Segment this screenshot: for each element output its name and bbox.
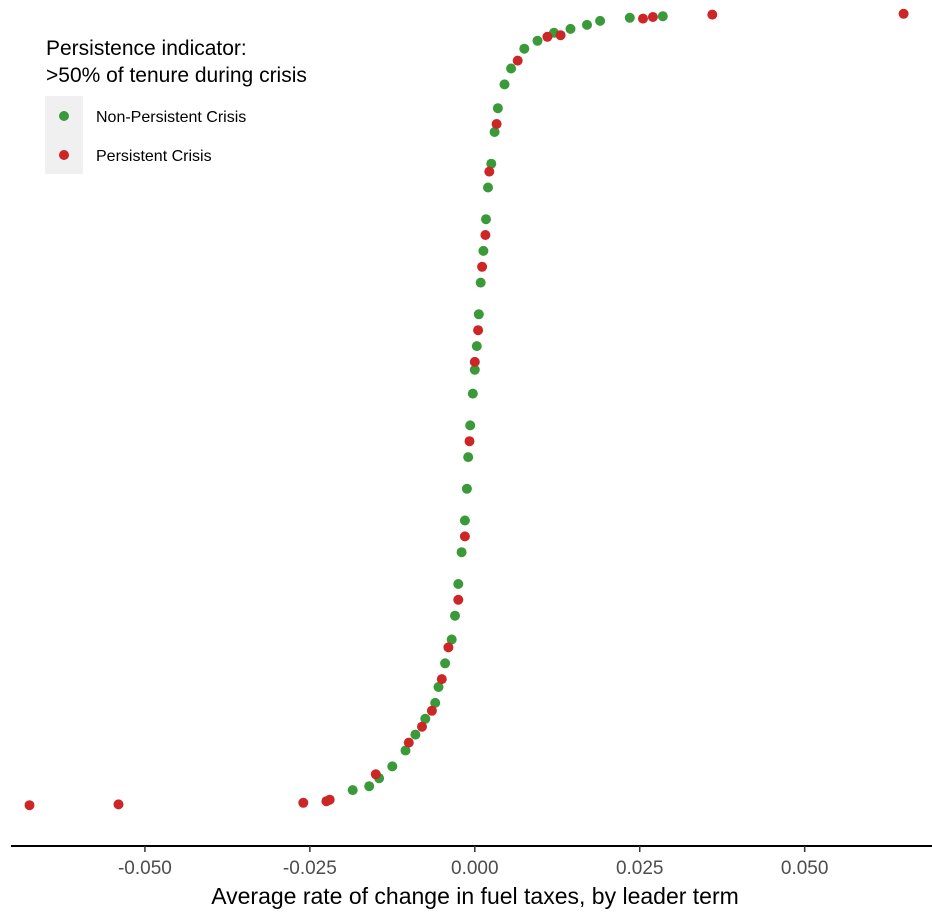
point-non-persistent-crisis [499, 79, 510, 90]
data-points [24, 8, 909, 811]
point-non-persistent-crisis [400, 745, 411, 756]
point-non-persistent-crisis [459, 515, 470, 526]
point-non-persistent-crisis [475, 277, 486, 288]
point-persistent-crisis [555, 30, 566, 41]
point-non-persistent-crisis [465, 420, 476, 431]
point-non-persistent-crisis [582, 19, 592, 30]
point-persistent-crisis [436, 674, 447, 685]
point-persistent-crisis [647, 12, 658, 22]
point-persistent-crisis [469, 356, 480, 367]
point-non-persistent-crisis [492, 103, 503, 114]
point-non-persistent-crisis [489, 127, 500, 137]
point-persistent-crisis [707, 9, 718, 20]
point-non-persistent-crisis [453, 579, 464, 589]
point-non-persistent-crisis [532, 35, 543, 46]
point-persistent-crisis [459, 531, 470, 542]
point-non-persistent-crisis [430, 697, 441, 708]
point-non-persistent-crisis [471, 341, 482, 352]
legend-title-line-1: Persistence indicator: [46, 37, 247, 60]
legend-label-non-persistent: Non-Persistent Crisis [96, 109, 246, 126]
point-non-persistent-crisis [364, 781, 375, 792]
x-axis-ticks: -0.050 -0.025 0.000 0.025 0.050 [118, 846, 828, 879]
legend-label-persistent: Persistent Crisis [96, 148, 212, 165]
point-persistent-crisis [403, 737, 414, 748]
point-persistent-crisis [417, 721, 427, 732]
point-persistent-crisis [453, 594, 464, 605]
point-persistent-crisis [638, 13, 648, 24]
point-persistent-crisis [491, 119, 502, 129]
point-non-persistent-crisis [483, 182, 493, 193]
legend-title-line-2: >50% of tenure during crisis [46, 64, 307, 87]
x-tick-label: -0.025 [283, 858, 337, 879]
point-persistent-crisis [443, 642, 454, 653]
point-non-persistent-crisis [463, 452, 474, 463]
point-persistent-crisis [477, 261, 488, 272]
point-non-persistent-crisis [478, 245, 489, 256]
point-non-persistent-crisis [456, 547, 467, 558]
point-non-persistent-crisis [446, 634, 457, 645]
point-non-persistent-crisis [486, 158, 497, 169]
legend-key-non-persistent [59, 111, 69, 121]
point-persistent-crisis [484, 166, 495, 177]
point-non-persistent-crisis [595, 15, 606, 26]
point-non-persistent-crisis [467, 388, 478, 399]
point-persistent-crisis [24, 800, 35, 811]
point-persistent-crisis [512, 55, 523, 66]
point-persistent-crisis [113, 799, 124, 810]
point-non-persistent-crisis [461, 483, 472, 494]
point-non-persistent-crisis [347, 785, 358, 796]
point-persistent-crisis [473, 325, 484, 336]
point-non-persistent-crisis [481, 214, 491, 225]
point-persistent-crisis [324, 794, 335, 805]
point-non-persistent-crisis [519, 43, 530, 54]
x-tick-label: 0.025 [616, 858, 664, 879]
point-persistent-crisis [480, 230, 491, 240]
point-non-persistent-crisis [506, 63, 517, 74]
legend-key-background [45, 96, 83, 174]
point-persistent-crisis [898, 8, 909, 19]
point-persistent-crisis [464, 436, 475, 447]
x-tick-label: 0.000 [451, 858, 499, 879]
legend-key-persistent [59, 150, 69, 160]
point-non-persistent-crisis [565, 23, 576, 34]
point-non-persistent-crisis [440, 658, 451, 669]
point-non-persistent-crisis [450, 610, 460, 621]
point-non-persistent-crisis [387, 761, 398, 772]
point-persistent-crisis [370, 769, 381, 780]
point-persistent-crisis [426, 705, 437, 716]
point-non-persistent-crisis [473, 309, 484, 320]
x-tick-label: 0.050 [781, 858, 829, 879]
point-non-persistent-crisis [657, 11, 668, 22]
point-persistent-crisis [542, 31, 553, 42]
legend: Persistence indicator: >50% of tenure du… [45, 37, 307, 174]
point-non-persistent-crisis [420, 713, 431, 724]
point-persistent-crisis [298, 797, 309, 808]
point-non-persistent-crisis [469, 364, 480, 375]
point-non-persistent-crisis [624, 12, 635, 23]
x-axis-title: Average rate of change in fuel taxes, by… [211, 883, 739, 909]
point-non-persistent-crisis [433, 682, 444, 692]
x-tick-label: -0.050 [118, 858, 172, 879]
point-non-persistent-crisis [410, 729, 421, 740]
